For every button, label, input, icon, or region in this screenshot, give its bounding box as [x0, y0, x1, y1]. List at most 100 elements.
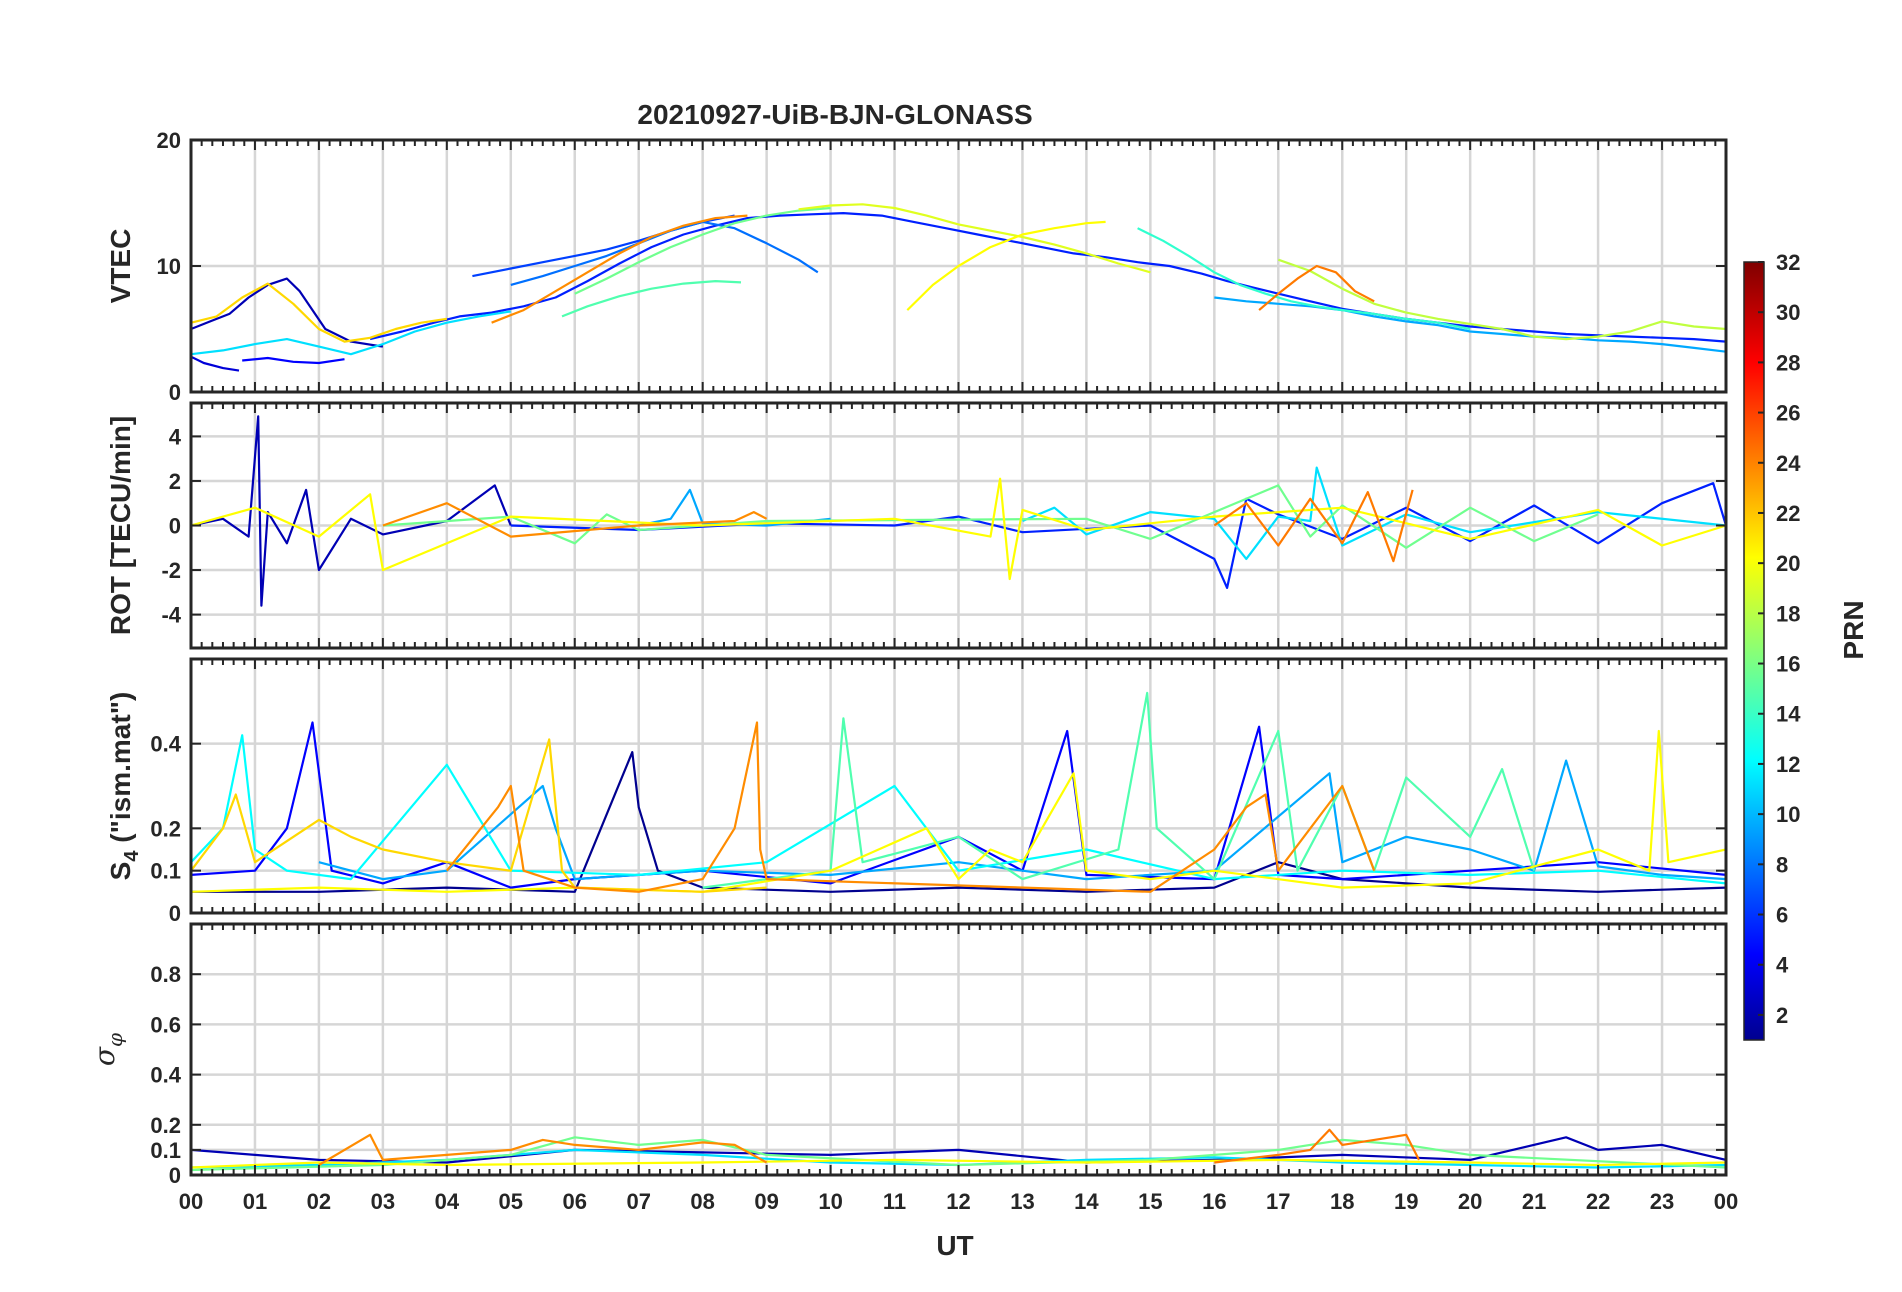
traces-vtec	[191, 203, 1726, 372]
colorbar-tick-label: 16	[1776, 652, 1800, 677]
series-line-prn-23	[318, 1133, 768, 1166]
y-axis-label-s4: S4 ("ism.mat")	[105, 692, 143, 881]
series-line-prn-21	[191, 738, 767, 893]
y-tick-label: 4	[169, 424, 182, 449]
series-line-prn-18	[1277, 258, 1726, 341]
series-line-prn-15	[702, 691, 1536, 889]
series-line-prn-15	[561, 280, 742, 318]
y-tick-label: 0.1	[150, 859, 181, 884]
series-line-prn-16	[574, 206, 831, 295]
y-tick-label: 0	[169, 901, 181, 926]
chart-title: 20210927-UiB-BJN-GLONASS	[637, 99, 1032, 130]
series-line-prn-20	[191, 477, 1726, 581]
x-tick-label: 19	[1394, 1189, 1418, 1214]
panel-rot: -4 -2 0 2 4 ROT [TECU/min]	[105, 401, 1728, 650]
series-line-prn-9	[638, 488, 831, 527]
colorbar-tick-label: 32	[1776, 250, 1800, 275]
x-tick-label: 15	[1138, 1189, 1162, 1214]
series-line-prn-20	[191, 1158, 1726, 1169]
x-tick-label: 03	[371, 1189, 395, 1214]
x-tick-label: 13	[1010, 1189, 1034, 1214]
y-tick-label: 0.4	[150, 732, 181, 757]
series-line-prn-23	[1214, 1128, 1420, 1164]
series-line-prn-4	[191, 721, 1726, 889]
series-line-prn-1	[191, 750, 1726, 893]
x-tick-label: 23	[1650, 1189, 1674, 1214]
series-line-prn-23	[445, 721, 1376, 893]
y-tick-label: 0.4	[150, 1063, 181, 1088]
x-tick-label: 09	[754, 1189, 778, 1214]
colorbar-tick-label: 10	[1776, 802, 1800, 827]
x-tick-label: 00	[1714, 1189, 1738, 1214]
series-line-prn-3	[191, 355, 240, 372]
x-tick-label: 00	[179, 1189, 203, 1214]
traces-sigma_phi	[191, 1128, 1726, 1172]
series-line-prn-23	[382, 502, 768, 538]
y-tick-label: 0	[169, 1163, 181, 1188]
colorbar-tick-label: 26	[1776, 401, 1800, 426]
x-tick-label: 02	[307, 1189, 331, 1214]
x-tick-label: 20	[1458, 1189, 1482, 1214]
y-axis-label-rot: ROT [TECU/min]	[105, 416, 136, 635]
series-line-prn-12	[191, 310, 511, 356]
colorbar-tick-label: 20	[1776, 551, 1800, 576]
y-axis-label-sigma_phi: σφ	[88, 1033, 127, 1066]
y-tick-label: 0	[169, 380, 181, 405]
x-tick-label: 07	[626, 1189, 650, 1214]
x-tick-label: 22	[1586, 1189, 1610, 1214]
panel-vtec: 0 10 20 VTEC	[105, 128, 1728, 405]
y-tick-label: 20	[157, 128, 181, 153]
x-axis-label: UT	[936, 1230, 973, 1261]
panel-s4: 0 0.1 0.2 0.4 S4 ("ism.mat")	[105, 657, 1728, 926]
colorbar-tick-label: 12	[1776, 752, 1800, 777]
colorbar-tick-label: 6	[1776, 903, 1788, 928]
panel-sigma_phi: 00.10.2 0.4 0.6 0.8 σφ	[88, 922, 1728, 1188]
series-line-prn-9	[318, 759, 1726, 881]
x-tick-label: 16	[1202, 1189, 1226, 1214]
series-line-prn-13	[191, 734, 1726, 885]
series-line-prn-16	[382, 484, 1599, 549]
colorbar-tick-label: 4	[1776, 953, 1789, 978]
x-tick-label: 11	[883, 1189, 906, 1214]
x-tick-label: 10	[818, 1189, 842, 1214]
x-tick-label: 17	[1266, 1189, 1290, 1214]
series-line-prn-2	[191, 415, 512, 607]
x-tick-label: 12	[946, 1189, 970, 1214]
colorbar-tick-label: 14	[1776, 702, 1801, 727]
y-tick-label: 0	[169, 514, 181, 539]
series-line-prn-23	[1258, 264, 1375, 311]
series-line-prn-5	[369, 212, 1726, 343]
series-line-prn-21	[191, 282, 447, 343]
x-tick-label: 06	[563, 1189, 587, 1214]
y-tick-label: -4	[161, 603, 181, 628]
colorbar-label: PRN	[1838, 600, 1869, 659]
colorbar-scale	[1743, 261, 1765, 1041]
x-tick-label: 14	[1074, 1189, 1099, 1214]
colorbar-tick-label: 22	[1776, 501, 1800, 526]
y-tick-label: 10	[157, 254, 181, 279]
y-axis-label-vtec: VTEC	[105, 229, 136, 304]
series-line-prn-20	[906, 220, 1106, 311]
colorbar-tick-label: 18	[1776, 601, 1800, 626]
colorbar-tick-label: 8	[1776, 852, 1788, 877]
x-tick-label: 18	[1330, 1189, 1354, 1214]
x-tick-label: 01	[243, 1189, 267, 1214]
colorbar-tick-label: 2	[1776, 1003, 1788, 1028]
x-tick-label: 21	[1522, 1189, 1546, 1214]
series-line-prn-12	[1022, 466, 1726, 561]
y-tick-label: 0.8	[150, 962, 181, 987]
x-axis: 00 01 02 03 04 05 06 07 08 09 10 11 12 13 14 15 16 17 18 19…	[179, 1189, 1738, 1214]
colorbar-tick-label: 28	[1776, 350, 1800, 375]
colorbar-tick-label: 24	[1776, 451, 1801, 476]
series-line-prn-2	[191, 277, 384, 348]
x-tick-label: 08	[690, 1189, 714, 1214]
y-tick-label: 0.6	[150, 1012, 181, 1037]
traces-rot	[191, 415, 1726, 607]
series-line-prn-14	[1137, 227, 1471, 331]
series-line-prn-23	[491, 214, 748, 324]
colorbar-tick-label: 30	[1776, 300, 1800, 325]
